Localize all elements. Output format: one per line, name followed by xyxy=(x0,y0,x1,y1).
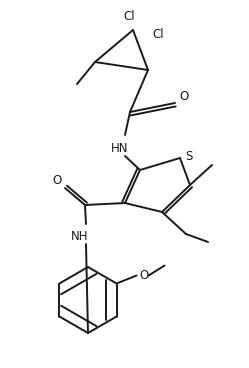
Text: O: O xyxy=(139,269,148,282)
Text: HN: HN xyxy=(111,142,129,155)
Text: O: O xyxy=(52,174,62,188)
Text: NH: NH xyxy=(71,230,89,244)
Text: S: S xyxy=(185,149,193,163)
Text: Cl: Cl xyxy=(123,10,135,22)
Text: Cl: Cl xyxy=(152,28,164,42)
Text: O: O xyxy=(179,89,189,103)
